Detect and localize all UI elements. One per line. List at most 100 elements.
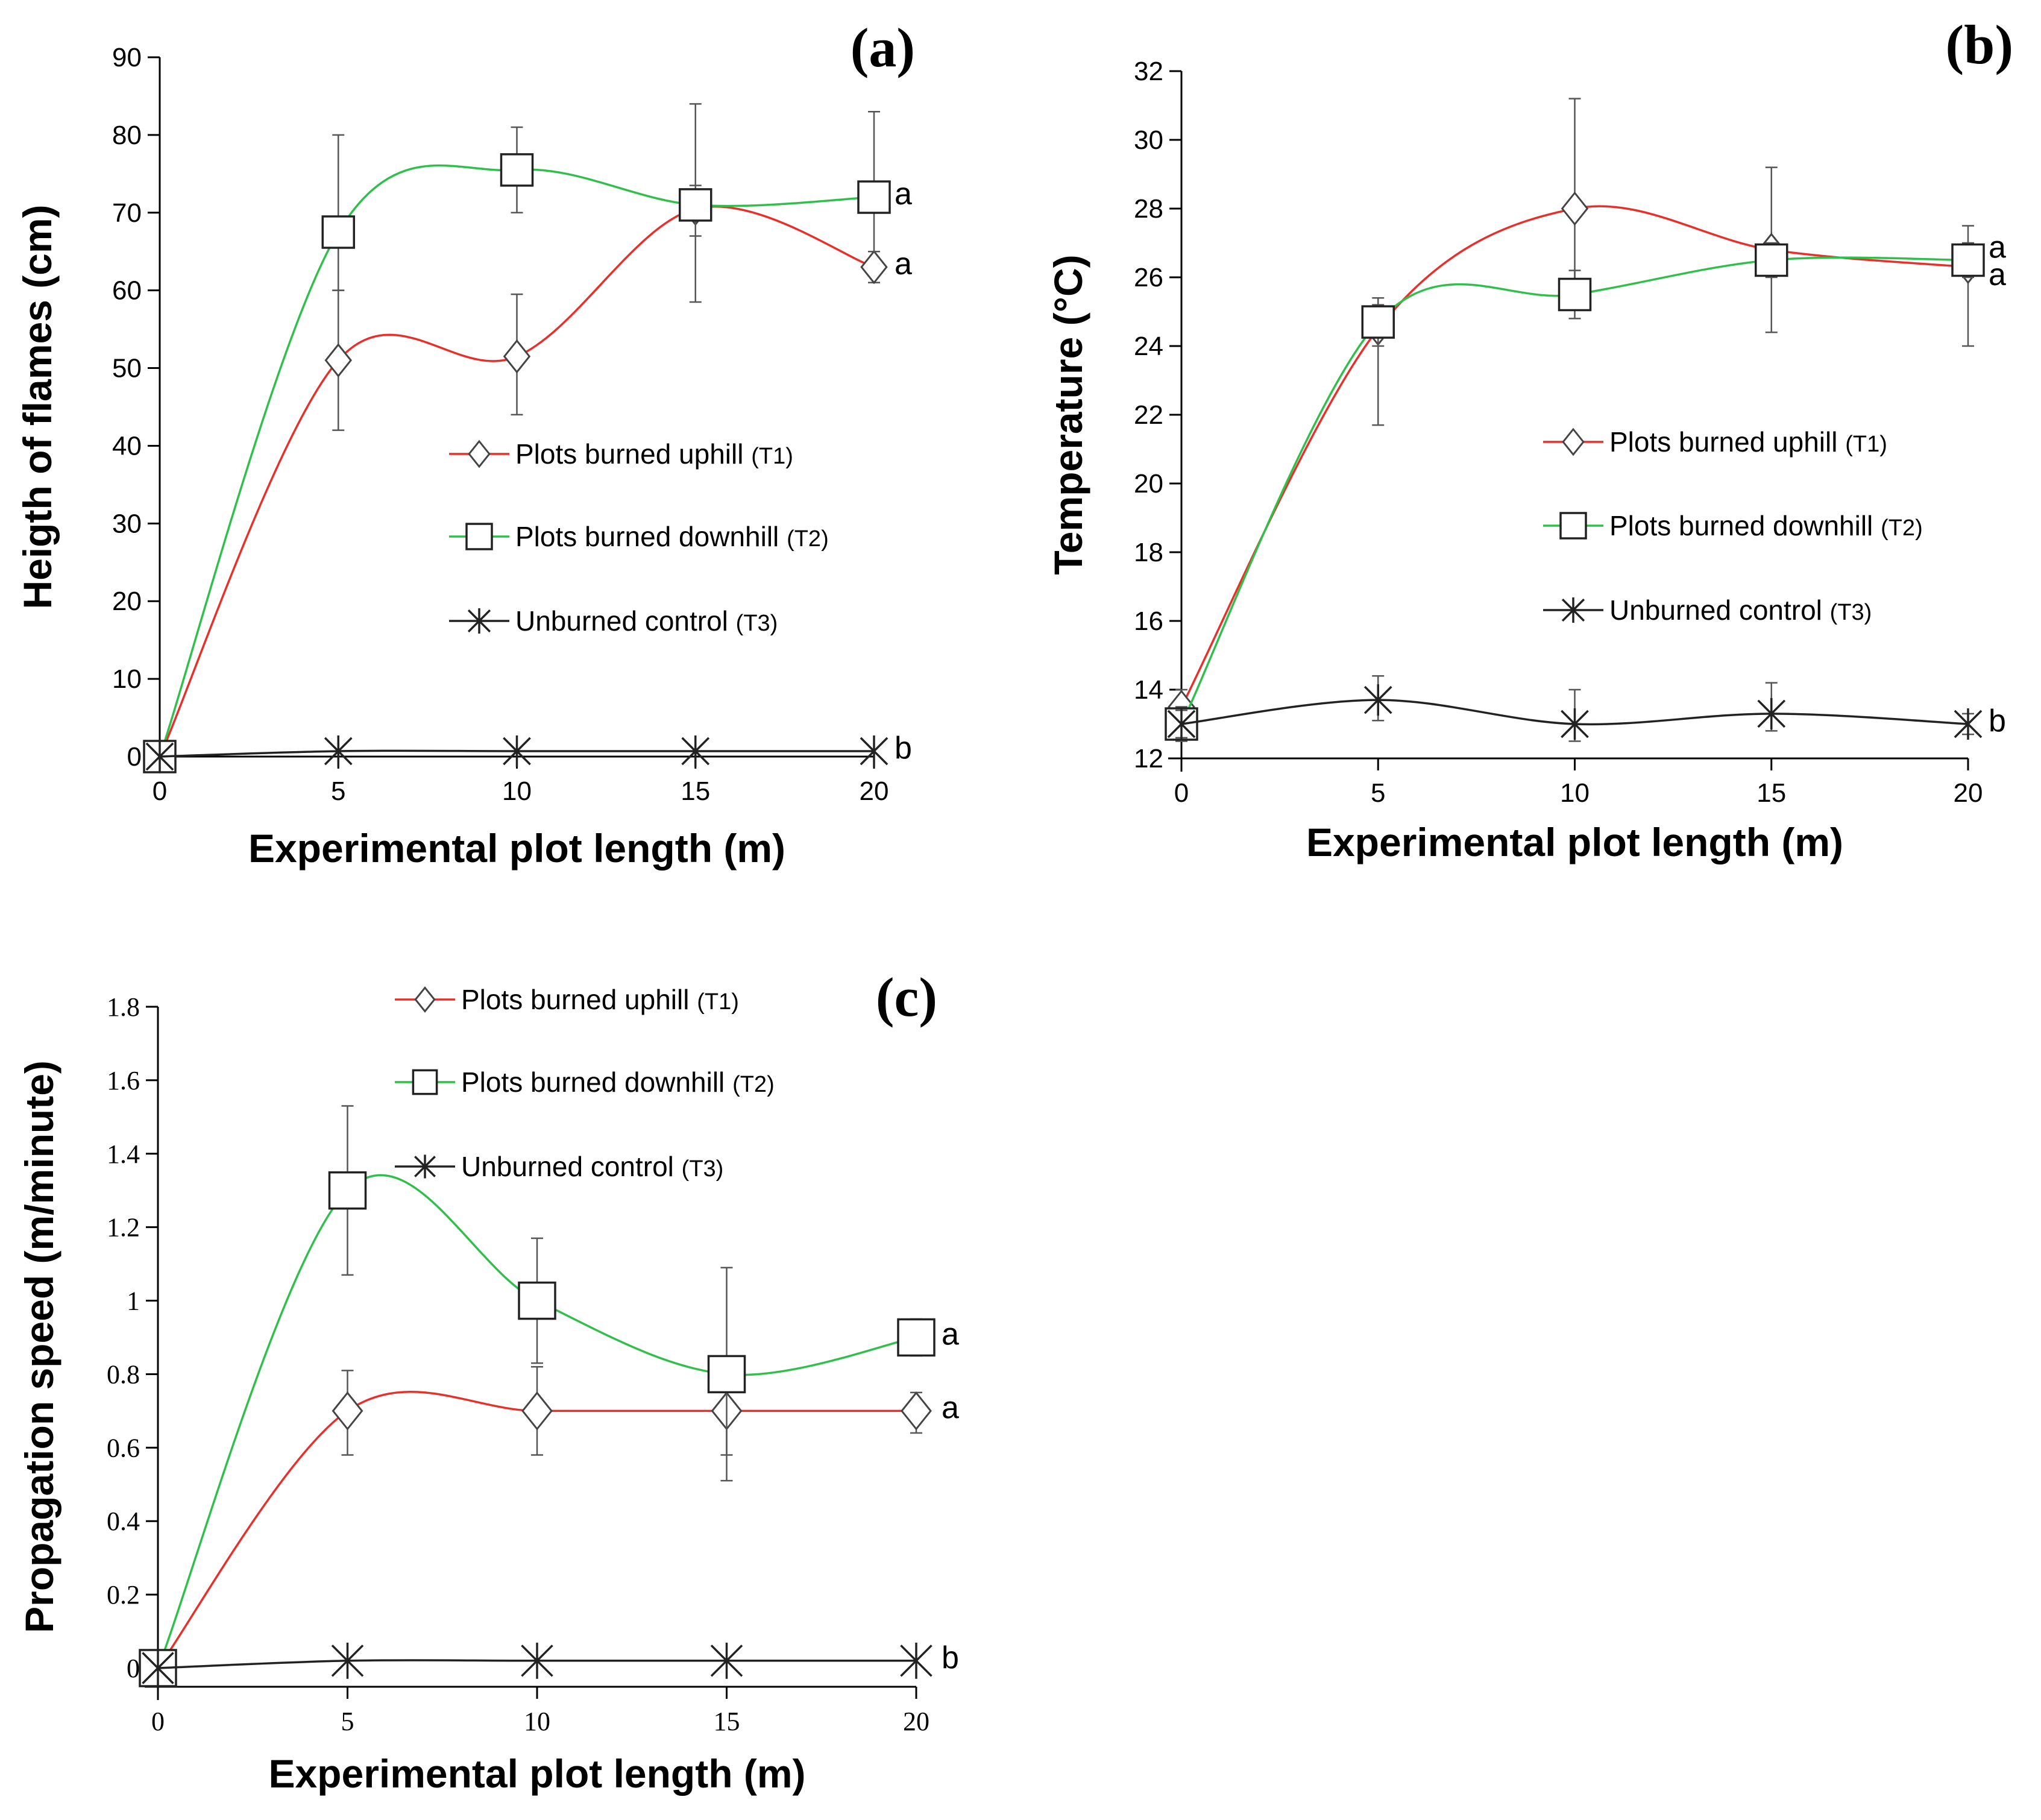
y-tick-label: 1.8	[107, 992, 140, 1022]
data-point-T3	[1167, 708, 1196, 740]
data-point-T2	[1755, 243, 1788, 277]
y-tick-label: 14	[1134, 675, 1163, 705]
legend-suffix: (T1)	[697, 989, 739, 1015]
legend-label: Unburned control (T3)	[461, 1151, 723, 1182]
data-point-T2	[500, 153, 534, 187]
data-point-T3	[900, 1642, 932, 1679]
x-tick-label: 10	[1560, 778, 1590, 808]
x-tick-label: 5	[341, 1707, 354, 1736]
legend-label: Plots burned uphill (T1)	[1609, 426, 1887, 458]
legend-suffix: (T3)	[1830, 600, 1872, 625]
x-tick-label: 5	[331, 776, 345, 806]
legend: Plots burned uphill (T1) Plots burned dow…	[395, 984, 775, 1182]
significance-letter: b	[1989, 704, 2006, 738]
data-point-T3	[331, 1642, 364, 1679]
y-tick-label: 0.2	[107, 1580, 140, 1610]
legend-suffix: (T1)	[1845, 432, 1887, 457]
data-point-T2	[1361, 305, 1395, 339]
data-point-T2	[857, 180, 891, 214]
legend-suffix: (T1)	[751, 444, 793, 469]
legend-label: Unburned control (T3)	[515, 605, 778, 637]
y-tick-label: 18	[1134, 538, 1163, 567]
y-tick-label: 0	[127, 1654, 140, 1683]
significance-letter: a	[942, 1317, 959, 1352]
x-tick-label: 20	[903, 1707, 929, 1736]
y-tick-label: 1.4	[107, 1139, 140, 1169]
y-tick-label: 30	[1134, 125, 1163, 155]
y-tick-label: 1	[127, 1286, 140, 1316]
x-tick-label: 0	[1174, 778, 1189, 808]
series-line-T1	[159, 205, 875, 757]
series-line-T2	[157, 1174, 917, 1669]
significance-letter: a	[895, 177, 912, 212]
x-tick-label: 20	[1954, 778, 1983, 808]
y-tick-label: 1.2	[107, 1213, 140, 1242]
legend-label: Plots burned downhill (T2)	[515, 521, 829, 552]
y-tick-label: 40	[112, 431, 142, 461]
legend-label: Plots burned uphill (T1)	[515, 438, 793, 470]
y-tick-label: 10	[112, 664, 142, 694]
y-tick-label: 0.6	[107, 1433, 140, 1463]
data-point-T3	[521, 1642, 553, 1679]
panel-letter: (b)	[1946, 14, 2013, 75]
data-point-T1	[860, 250, 888, 285]
data-point-T2	[518, 1281, 556, 1320]
y-tick-label: 16	[1134, 606, 1163, 636]
x-tick-label: 15	[1756, 778, 1786, 808]
data-point-T3	[1954, 708, 1983, 740]
data-point-T2	[707, 1355, 746, 1394]
significance-letter: a	[1989, 257, 2006, 292]
x-tick-label: 0	[153, 776, 167, 806]
y-axis-title: Propagation speed (m/minute)	[17, 1060, 61, 1633]
y-tick-label: 70	[112, 198, 142, 228]
panel-letter: (a)	[851, 17, 915, 78]
significance-letter: b	[895, 731, 912, 766]
y-tick-label: 90	[112, 43, 142, 72]
y-tick-label: 30	[112, 509, 142, 538]
series-line-T2	[159, 164, 875, 757]
data-point-T3	[681, 735, 710, 767]
x-tick-label: 20	[860, 776, 889, 806]
y-tick-label: 0	[127, 742, 142, 772]
x-tick-label: 10	[524, 1707, 550, 1736]
legend-label: Plots burned uphill (T1)	[461, 984, 739, 1015]
legend-suffix: (T3)	[736, 611, 778, 636]
legend-suffix: (T2)	[1881, 515, 1923, 541]
legend-marker-T2	[412, 1069, 438, 1095]
data-point-T3	[503, 735, 531, 767]
significance-letter: a	[1989, 230, 2006, 265]
y-tick-label: 20	[112, 587, 142, 616]
y-tick-label: 0.8	[107, 1359, 140, 1389]
legend-marker-T1	[468, 439, 491, 468]
y-tick-label: 60	[112, 276, 142, 306]
y-tick-label: 20	[1134, 469, 1163, 499]
legend-marker-T1	[414, 986, 436, 1013]
legend-marker-T3	[1561, 597, 1585, 623]
legend-label: Unburned control (T3)	[1609, 594, 1872, 626]
panel-a: 0 10 20 30 40 50 60 70 80 90 0 5 10 15 20 Experimental …	[15, 17, 915, 871]
data-point-T1	[324, 343, 352, 378]
y-tick-label: 50	[112, 354, 142, 383]
x-tick-label: 10	[502, 776, 532, 806]
data-point-T2	[1951, 243, 1985, 277]
y-tick-label: 22	[1134, 400, 1163, 430]
data-point-T1	[332, 1391, 363, 1431]
x-tick-label: 15	[714, 1707, 740, 1736]
series-line-T2	[1180, 256, 1969, 725]
y-axis-title: Temperature (°C)	[1046, 254, 1090, 575]
legend-marker-T1	[1562, 427, 1585, 456]
legend-marker-T3	[414, 1154, 436, 1179]
data-point-T3	[1363, 684, 1392, 716]
series-line-T1	[157, 1391, 916, 1669]
legend: Plots burned uphill (T1) Plots burned dow…	[1543, 426, 1923, 626]
data-point-T2	[897, 1318, 936, 1357]
significance-letter: a	[942, 1390, 959, 1425]
y-tick-label: 12	[1134, 744, 1163, 773]
panel-b: 12 14 16 18 20 22 24 26 28 30 32 0 5 10 15 20 Experiment…	[1046, 14, 2013, 864]
y-tick-label: 32	[1134, 57, 1163, 86]
panel-letter: (c)	[876, 966, 937, 1028]
legend-marker-T2	[465, 523, 493, 550]
y-tick-label: 26	[1134, 263, 1163, 292]
data-point-T3	[145, 741, 174, 772]
